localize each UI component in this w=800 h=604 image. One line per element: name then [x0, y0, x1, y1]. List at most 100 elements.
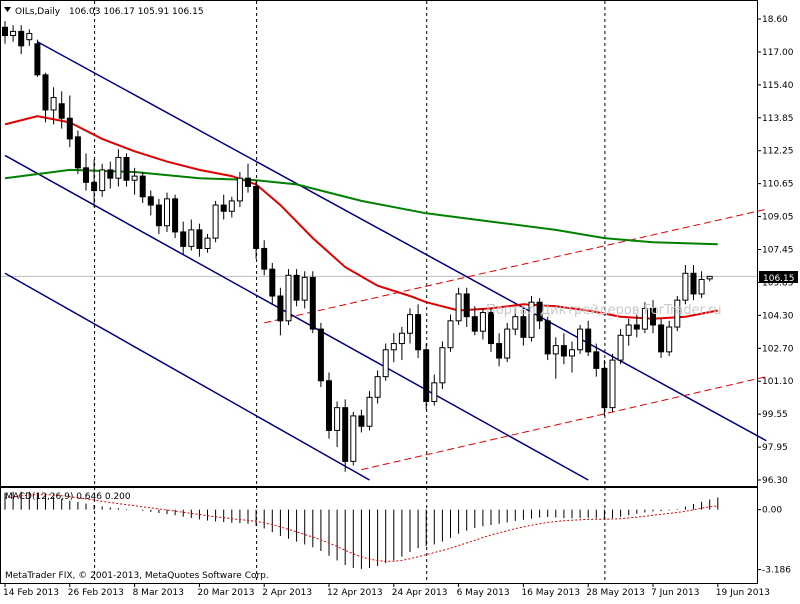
- candle: [164, 192, 170, 232]
- candle-body: [593, 351, 600, 369]
- candle-body: [544, 320, 551, 355]
- x-tick-label: 14 Feb 2013: [3, 588, 59, 598]
- candle-body: [390, 343, 397, 351]
- candle-body: [455, 293, 462, 322]
- candle-body: [601, 367, 608, 409]
- candle-body: [99, 169, 106, 192]
- candle: [34, 39, 41, 77]
- candle: [10, 25, 17, 42]
- candle-body: [180, 231, 187, 247]
- candle-body: [107, 169, 114, 179]
- candle-body: [560, 345, 567, 357]
- dashed-trend-line: [361, 376, 767, 471]
- candle-body: [617, 334, 624, 361]
- candle-body: [366, 396, 373, 427]
- svg-text:106.15: 106.15: [763, 274, 795, 284]
- candle-body: [674, 299, 681, 328]
- candle-body: [479, 312, 486, 332]
- candle-body: [204, 237, 211, 249]
- candle-body: [2, 26, 8, 37]
- candle-body: [164, 198, 170, 227]
- candle: [641, 302, 648, 334]
- candle: [625, 318, 632, 346]
- candle-body: [658, 324, 665, 353]
- candle-body: [212, 204, 219, 239]
- chart-symbol-label: OILs,Daily: [15, 7, 61, 17]
- candle-body: [625, 324, 632, 336]
- candle: [512, 308, 519, 336]
- price-badge: 106.15: [759, 271, 798, 284]
- channel-trend-line: [37, 41, 767, 442]
- candle-body: [220, 204, 227, 212]
- macd-plot-frame: [0, 487, 758, 584]
- candle-body: [682, 272, 689, 301]
- candle: [488, 308, 494, 352]
- candle-body: [382, 349, 389, 378]
- candle: [317, 322, 324, 387]
- candle: [220, 194, 227, 220]
- period-separators: [94, 1, 606, 583]
- y-tick-label: 99.55: [762, 410, 788, 420]
- y-tick-label: 97.95: [762, 443, 788, 453]
- candle-body: [74, 136, 81, 169]
- main-plot-frame: [0, 0, 758, 487]
- macd-title: MACD(12,26,9) 0.646 0.200: [5, 492, 131, 502]
- y-tick-label: 107.45: [762, 246, 794, 256]
- candle: [601, 360, 608, 416]
- candle-body: [471, 316, 478, 332]
- candle-body: [415, 314, 422, 351]
- candle: [463, 287, 470, 328]
- candle: [560, 333, 567, 365]
- macd-y-tick-label: -3.186: [762, 566, 791, 576]
- candle-body: [301, 276, 308, 301]
- x-tick-label: 24 Apr 2013: [392, 588, 448, 598]
- candle-body: [91, 181, 98, 192]
- candle-body: [10, 30, 17, 37]
- chevron-down-icon[interactable]: [4, 7, 11, 12]
- candle-body: [236, 177, 243, 202]
- candle: [407, 308, 413, 344]
- y-tick-label: 110.65: [762, 180, 794, 190]
- candle-body: [309, 276, 316, 330]
- y-tick-label: 104.30: [762, 311, 794, 321]
- candle-body: [277, 295, 284, 322]
- y-tick-label: 112.25: [762, 147, 794, 157]
- candle-body: [66, 117, 73, 140]
- candle-body: [447, 320, 454, 349]
- candle: [301, 271, 308, 309]
- copyright-text: MetaTrader FIX, © 2001-2013, MetaQuotes …: [5, 571, 269, 581]
- candle: [50, 87, 57, 125]
- candle-body: [58, 103, 65, 119]
- candle: [147, 190, 154, 216]
- candle-body: [269, 268, 276, 297]
- candle: [479, 308, 486, 340]
- watermark: Портал Диктрейдеров ForTrader.ru: [486, 303, 721, 318]
- candle-body: [188, 229, 195, 247]
- candle: [520, 306, 527, 346]
- candle-body: [18, 30, 25, 47]
- candle: [366, 391, 373, 431]
- candle: [123, 153, 130, 187]
- candle: [536, 298, 543, 330]
- candle-body: [42, 74, 49, 111]
- candle: [706, 275, 713, 282]
- x-tick-label: 26 Feb 2013: [68, 588, 124, 598]
- y-tick-label: 109.05: [762, 213, 794, 223]
- candle: [309, 271, 316, 334]
- y-tick-label: 117.00: [762, 48, 794, 58]
- candle: [374, 370, 381, 404]
- y-tick-label: 102.70: [762, 344, 794, 354]
- moving-average-line: [4, 115, 718, 320]
- candle: [358, 409, 365, 433]
- candle: [42, 72, 49, 123]
- candle: [172, 194, 179, 239]
- x-tick-label: 7 Jun 2013: [651, 588, 699, 598]
- candle: [447, 314, 454, 352]
- candle: [212, 200, 219, 243]
- candle: [66, 95, 73, 148]
- candle: [107, 161, 114, 189]
- x-tick-label: 19 Jun 2013: [716, 588, 770, 598]
- candle-body: [690, 272, 697, 295]
- candle-body: [115, 157, 122, 179]
- candle-body: [528, 301, 535, 338]
